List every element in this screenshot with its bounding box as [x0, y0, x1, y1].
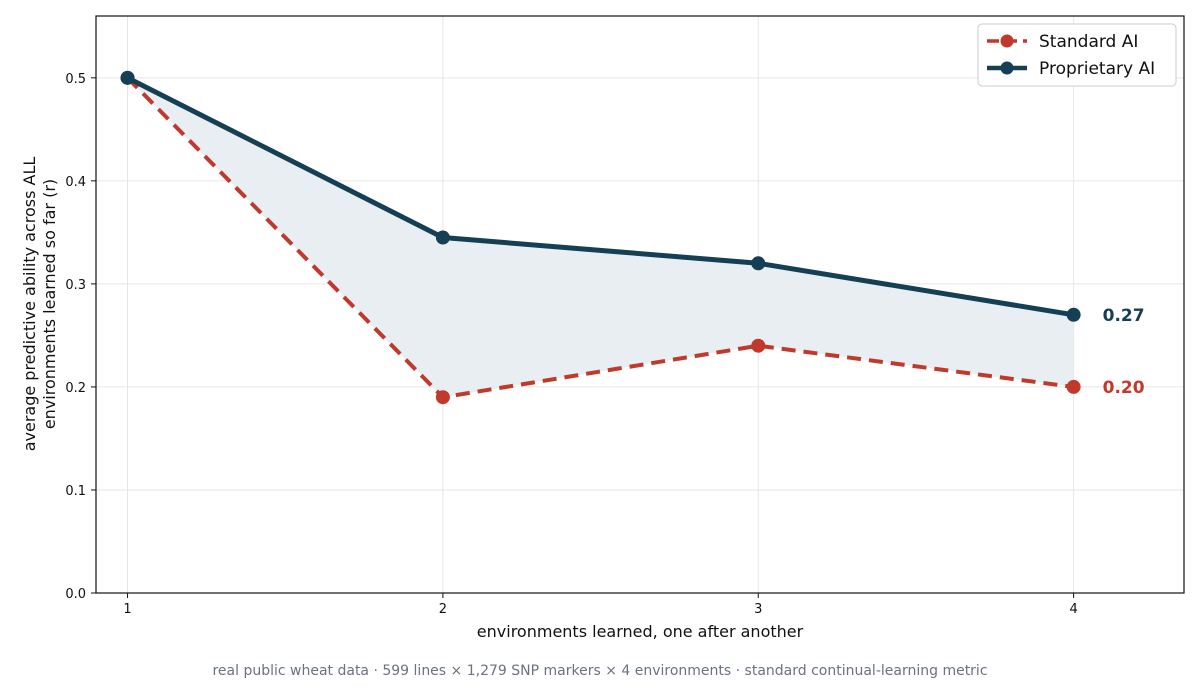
legend: Standard AI Proprietary AI [977, 23, 1177, 87]
data-point-proprietary-ai [751, 256, 766, 271]
end-label-standard-ai: 0.20 [1103, 378, 1145, 398]
y-axis-title-line-1: average predictive ability across ALL [20, 157, 39, 452]
data-point-standard-ai [435, 390, 450, 405]
y-tick-label: 0.2 [65, 381, 86, 396]
legend-label-proprietary-ai: Proprietary AI [1039, 59, 1155, 79]
data-point-proprietary-ai [120, 70, 135, 85]
gap-fill-area [127, 77, 1074, 398]
end-label-proprietary-ai: 0.27 [1103, 306, 1145, 326]
legend-box [977, 23, 1177, 87]
y-tick-label: 0.4 [65, 175, 86, 190]
y-tick-label: 0.5 [65, 72, 86, 87]
series-lines [120, 70, 1081, 405]
x-tick-label: 1 [123, 602, 131, 617]
legend-marker-standard-ai [1000, 34, 1014, 48]
data-point-proprietary-ai [1066, 307, 1081, 322]
plot-frame [95, 15, 1185, 594]
end-labels: 0.20 0.27 [1103, 306, 1145, 398]
y-tick-label: 0.3 [65, 278, 86, 293]
legend-label-standard-ai: Standard AI [1039, 32, 1138, 52]
y-tick-label: 0.1 [65, 484, 86, 499]
x-tick-label: 4 [1069, 602, 1077, 617]
y-axis-ticks: 0.0 0.1 0.2 0.3 0.4 0.5 [65, 72, 96, 602]
y-axis-title-line-2: environments learned so far (r) [40, 179, 59, 429]
series-line-proprietary-ai [126, 75, 1075, 318]
y-axis-title: average predictive ability across ALL en… [20, 157, 59, 452]
data-point-standard-ai [1066, 379, 1081, 394]
legend-marker-proprietary-ai [1000, 61, 1014, 75]
series-line-standard-ai [126, 76, 1074, 400]
data-point-standard-ai [751, 338, 766, 353]
x-axis-ticks: 1 2 3 4 [123, 593, 1078, 617]
data-point-proprietary-ai [435, 230, 450, 245]
y-tick-label: 0.0 [65, 587, 86, 602]
x-tick-label: 3 [754, 602, 762, 617]
gap-fill-polygon [127, 77, 1074, 398]
footer-note: real public wheat data · 599 lines × 1,2… [212, 663, 987, 679]
x-axis-title: environments learned, one after another [477, 622, 804, 641]
x-tick-label: 2 [439, 602, 447, 617]
